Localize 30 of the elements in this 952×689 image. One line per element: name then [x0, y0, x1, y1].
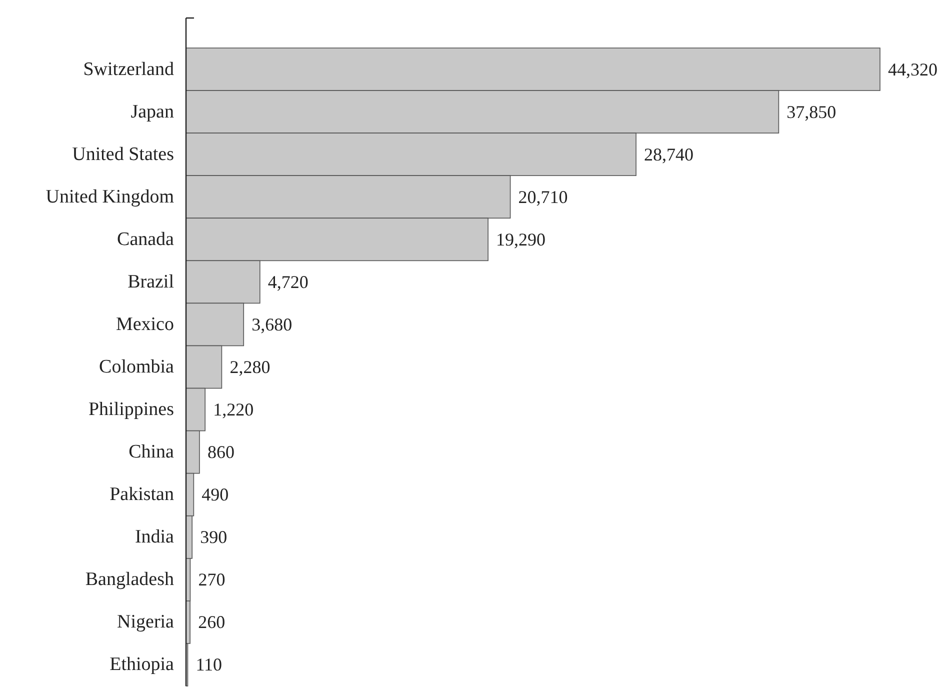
y-tick-label: Philippines — [88, 399, 174, 420]
y-tick-label: Japan — [130, 101, 174, 122]
data-label: 3,680 — [252, 314, 292, 334]
data-label: 490 — [202, 484, 229, 505]
y-tick-label: United Kingdom — [46, 186, 174, 208]
y-tick-label: Nigeria — [117, 612, 175, 633]
data-label: 19,290 — [496, 229, 546, 250]
data-label: 2,280 — [230, 357, 270, 377]
data-label: 1,220 — [213, 400, 254, 420]
y-tick-label: Pakistan — [110, 484, 174, 506]
y-tick-label: Ethiopia — [110, 654, 175, 676]
data-label: 110 — [196, 654, 222, 675]
data-label: 44,320 — [888, 59, 938, 80]
y-tick-label: Colombia — [99, 356, 175, 378]
y-tick-label: Brazil — [128, 271, 174, 292]
data-label: 390 — [200, 527, 228, 548]
y-tick-label: Canada — [117, 228, 175, 250]
data-label: 28,740 — [644, 144, 694, 164]
data-label: 4,720 — [268, 272, 308, 292]
data-label: 270 — [198, 570, 226, 590]
data-label: 37,850 — [786, 102, 836, 122]
data-label: 260 — [198, 612, 226, 632]
data-label: 20,710 — [518, 186, 568, 207]
y-tick-label: India — [134, 526, 175, 548]
y-tick-label: China — [128, 442, 175, 463]
data-label: 860 — [207, 442, 234, 462]
y-tick-label: United States — [72, 144, 174, 165]
y-tick-label: Bangladesh — [85, 569, 174, 590]
y-tick-label: Mexico — [116, 314, 174, 335]
y-tick-label: Switzerland — [83, 58, 174, 80]
